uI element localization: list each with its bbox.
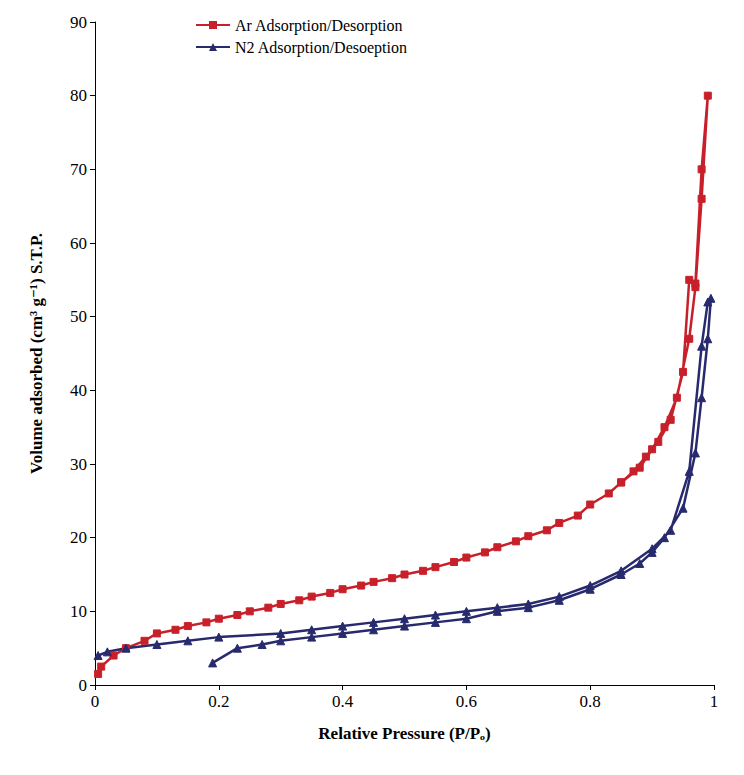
svg-text:Relative Pressure (P/Pₒ): Relative Pressure (P/Pₒ) bbox=[318, 724, 490, 743]
svg-text:90: 90 bbox=[70, 13, 87, 32]
svg-text:0: 0 bbox=[91, 692, 100, 711]
svg-text:10: 10 bbox=[70, 602, 87, 621]
svg-text:0.2: 0.2 bbox=[208, 692, 229, 711]
svg-text:20: 20 bbox=[70, 528, 87, 547]
svg-text:1: 1 bbox=[710, 692, 719, 711]
svg-text:Ar Adsorption/Desorption: Ar Adsorption/Desorption bbox=[235, 17, 403, 35]
svg-text:Volume adsorbed (cm³ g⁻¹) S.T.: Volume adsorbed (cm³ g⁻¹) S.T.P. bbox=[27, 233, 46, 474]
svg-text:80: 80 bbox=[70, 86, 87, 105]
svg-text:0.8: 0.8 bbox=[580, 692, 601, 711]
svg-text:0.6: 0.6 bbox=[456, 692, 477, 711]
svg-text:60: 60 bbox=[70, 234, 87, 253]
svg-text:50: 50 bbox=[70, 307, 87, 326]
svg-text:40: 40 bbox=[70, 381, 87, 400]
svg-text:N2 Adsorption/Desoeption: N2 Adsorption/Desoeption bbox=[235, 39, 407, 57]
svg-text:0.4: 0.4 bbox=[332, 692, 354, 711]
svg-text:0: 0 bbox=[79, 676, 88, 695]
svg-text:70: 70 bbox=[70, 160, 87, 179]
svg-text:30: 30 bbox=[70, 455, 87, 474]
